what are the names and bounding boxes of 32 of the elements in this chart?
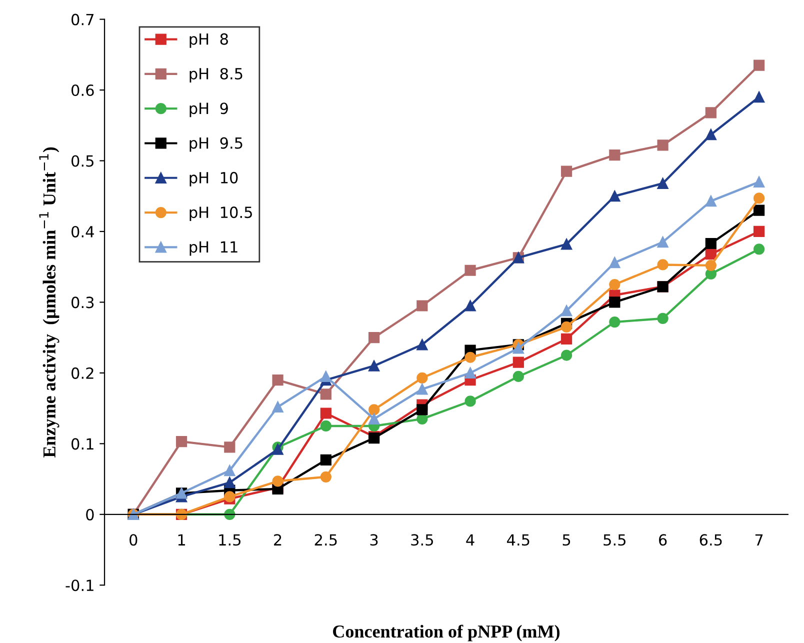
x-tick-label: 4 [466, 534, 474, 546]
x-tick-label: 1.5 [219, 534, 240, 546]
x-axis-title: Concentration of pNPP (mM) [333, 624, 560, 642]
y-tick-label: -0.1 [66, 580, 94, 592]
x-tick-label: 1 [178, 534, 185, 546]
x-tick-label: 5.5 [604, 534, 626, 546]
legend-label: pH 10.5 [190, 206, 252, 222]
legend-label: pH 9.5 [190, 137, 242, 152]
legend-label: pH 11 [190, 241, 238, 256]
x-tick-label: 3.5 [411, 534, 433, 546]
y-tick-label: 0.1 [72, 438, 94, 450]
legend-label: pH 9 [190, 102, 228, 118]
legend-label: pH 10 [190, 172, 238, 186]
x-tick-label: 0 [130, 534, 138, 546]
y-tick-label: 0.7 [72, 14, 94, 26]
y-tick-label: 0.5 [72, 155, 94, 167]
x-tick-label: 2.5 [314, 534, 337, 546]
y-tick-label: 0.3 [72, 296, 94, 308]
y-tick-label: 0.2 [72, 367, 94, 379]
x-tick-label: 7 [755, 534, 763, 546]
x-tick-label: 5 [562, 534, 570, 546]
x-tick-label: 3 [370, 534, 378, 546]
legend-label: pH 8 [190, 33, 228, 48]
y-tick-label: 0.6 [72, 84, 94, 96]
x-tick-label: 6.5 [700, 534, 722, 546]
legend-label: pH 8.5 [190, 68, 242, 82]
y-axis-title: Enzyme activity (µmoles min$^{−1}$ Unit$^{−1}$) [39, 147, 60, 458]
x-tick-label: 2 [274, 534, 282, 546]
x-tick-label: 6 [658, 534, 667, 546]
y-tick-label: 0 [86, 508, 94, 520]
x-tick-label: 4.5 [507, 534, 530, 546]
y-tick-label: 0.4 [72, 226, 94, 238]
